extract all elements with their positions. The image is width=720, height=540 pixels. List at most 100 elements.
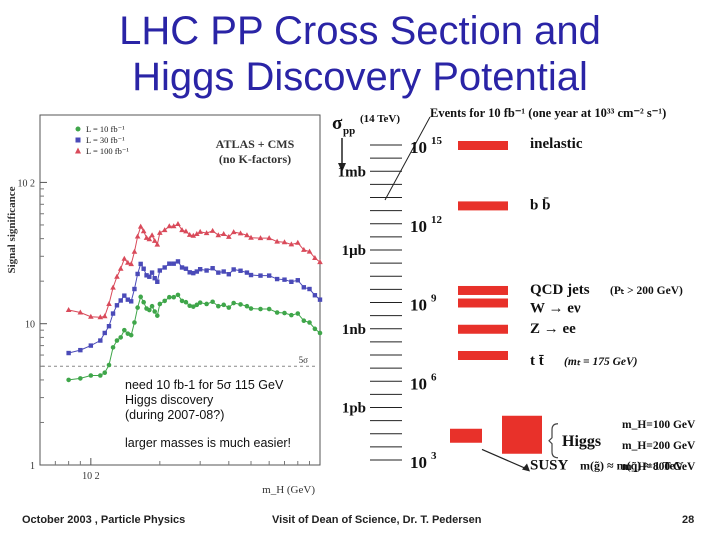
data-point: [220, 231, 227, 237]
data-point: [187, 303, 192, 309]
data-point: [231, 267, 236, 272]
higgs-mass-label: m_H=200 GeV: [622, 440, 696, 452]
data-point: [210, 266, 215, 271]
data-point: [210, 299, 215, 305]
plot-frame: [39, 114, 321, 466]
data-point: [122, 293, 127, 298]
events-label-exponent: 15: [431, 135, 443, 147]
data-point: [137, 223, 144, 229]
data-point: [132, 320, 137, 325]
cross-section-label: 1pb: [342, 401, 366, 417]
process-label-inelastic: inelastic: [530, 136, 583, 152]
events-label-exponent: 3: [431, 450, 437, 462]
data-point: [295, 278, 300, 283]
data-point: [98, 373, 103, 378]
data-point: [266, 273, 272, 278]
events-label: 10: [410, 217, 427, 236]
data-point: [274, 276, 280, 282]
data-point: [167, 294, 172, 300]
data-point: [106, 324, 112, 329]
data-point: [161, 227, 168, 233]
data-point: [157, 268, 163, 273]
data-point: [110, 345, 116, 350]
data-point: [149, 270, 155, 275]
data-point: [307, 320, 312, 325]
data-point: [97, 314, 104, 320]
higgs-mass-label: m_H=100 GeV: [622, 419, 696, 431]
data-point: [141, 299, 146, 305]
process-bar-1: [458, 201, 508, 211]
events-label-exponent: 6: [431, 371, 437, 383]
data-point: [134, 233, 141, 239]
process-label-z: Z → ee: [530, 321, 576, 337]
data-point: [194, 269, 200, 274]
data-point: [237, 230, 244, 236]
data-point: [203, 230, 210, 236]
process-label-tt-mass: (mₜ = 175 GeV): [564, 356, 638, 368]
events-label: 10: [410, 453, 427, 472]
data-point: [147, 307, 152, 313]
data-point: [274, 238, 280, 244]
data-point: [179, 265, 185, 270]
data-point: [110, 311, 116, 316]
susy-arrowhead: [522, 463, 530, 472]
data-point: [230, 229, 237, 235]
cross-section-svg: Events for 10 fb⁻¹ (one year at 10³³ cm⁻…: [332, 106, 696, 473]
legend-marker: [75, 137, 81, 143]
data-point: [114, 303, 120, 308]
higgs-mass-label: m_H=800 GeV: [622, 461, 696, 473]
note-line-2: Higgs discovery: [125, 393, 214, 407]
data-point: [149, 303, 155, 309]
data-point: [152, 309, 158, 314]
data-point: [179, 298, 185, 304]
data-point: [175, 292, 181, 298]
data-point: [257, 235, 264, 241]
sigma-axis-arrowhead: [338, 163, 346, 172]
data-point: [135, 305, 140, 310]
data-point: [289, 312, 294, 318]
process-label-qcd-cut: (Pₜ > 200 GeV): [610, 285, 683, 297]
data-point: [114, 273, 120, 279]
sigma-pp-label: σ: [332, 113, 343, 134]
process-label-bb: b b̄: [530, 197, 550, 213]
data-point: [141, 266, 146, 271]
series-line-2: [68, 223, 321, 318]
data-point: [146, 236, 153, 242]
data-point: [179, 227, 185, 233]
data-point: [317, 330, 323, 336]
data-point: [216, 270, 221, 275]
data-point: [266, 306, 272, 312]
data-point: [149, 232, 155, 238]
data-point: [301, 246, 307, 252]
legend-label: L = 100 fb⁻¹: [86, 146, 129, 156]
data-point: [183, 228, 189, 234]
data-point: [183, 299, 189, 305]
data-point: [88, 313, 94, 319]
process-label-tt: t t̄: [530, 353, 544, 369]
data-point: [114, 338, 120, 343]
data-point: [191, 270, 196, 276]
data-point: [132, 286, 137, 292]
y-tick-label: 1: [30, 461, 35, 472]
data-point: [101, 313, 108, 319]
data-point: [140, 228, 147, 234]
data-point: [281, 239, 288, 245]
data-point: [197, 228, 203, 234]
title-line-1: LHC PP Cross Section and: [119, 9, 601, 53]
data-point: [231, 300, 236, 306]
data-point: [167, 261, 172, 266]
data-point: [155, 279, 160, 284]
data-point: [78, 376, 83, 381]
data-point: [183, 266, 189, 271]
data-point: [282, 277, 287, 282]
data-point: [226, 305, 232, 310]
data-point: [151, 237, 158, 243]
data-point: [157, 229, 163, 235]
process-bar-3: [458, 298, 508, 308]
data-point: [289, 279, 294, 284]
legend-label: L = 10 fb⁻¹: [86, 124, 125, 134]
five-sigma-label: 5σ: [299, 355, 309, 365]
data-point: [66, 377, 71, 383]
data-point: [166, 223, 173, 229]
data-point: [307, 286, 312, 292]
